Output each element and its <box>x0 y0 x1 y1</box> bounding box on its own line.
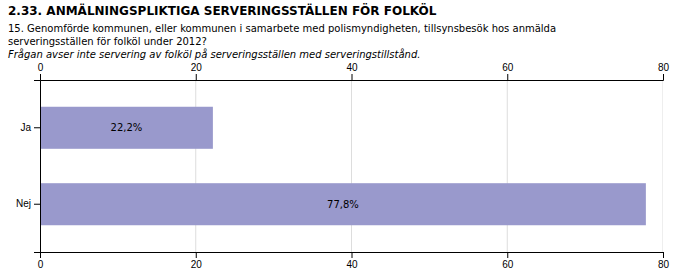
tick-mark <box>352 74 353 80</box>
title: 2.33. ANMÄLNINGSPLIKTIGA SERVERINGSSTÄLL… <box>8 3 437 18</box>
tick-mark <box>352 252 353 258</box>
tick-mark <box>34 127 40 128</box>
tick-mark <box>196 74 197 80</box>
axis-line <box>41 253 664 259</box>
tick-mark <box>663 252 664 258</box>
plot: 22,2% 77,8% 0 20 40 60 80 0 20 40 60 80 Ja Nej <box>16 62 670 270</box>
tick-mark <box>34 204 40 205</box>
grid-line <box>507 80 508 252</box>
bar <box>40 107 213 149</box>
tick-label: 20 <box>191 62 203 73</box>
tick-mark <box>507 252 508 258</box>
tick-label: 80 <box>658 62 670 73</box>
tick: 40 <box>346 252 358 270</box>
tick: 60 <box>502 62 514 80</box>
x-axis: 0 20 40 60 80 <box>38 252 670 270</box>
tick-label: 40 <box>346 259 358 270</box>
bars <box>40 107 646 225</box>
tick-label: 0 <box>38 259 44 270</box>
tick-mark <box>196 252 197 258</box>
tick: 0 <box>38 252 44 270</box>
tick-label: 40 <box>346 62 358 73</box>
tick-label: 20 <box>191 259 203 270</box>
tick: 20 <box>191 62 203 80</box>
y-axis: Ja Nej <box>16 81 41 253</box>
grid-line <box>195 80 196 252</box>
tick-label: 0 <box>38 62 44 73</box>
tick: Nej <box>16 198 40 209</box>
tick: Ja <box>20 122 40 133</box>
tick: 80 <box>658 252 670 270</box>
tick-label: 80 <box>658 259 670 270</box>
data-labels: 22,2% 77,8% <box>111 122 359 209</box>
tick-mark <box>507 74 508 80</box>
tick: 60 <box>502 252 514 270</box>
tick-label: Ja <box>20 122 31 133</box>
tick-mark <box>40 74 41 80</box>
x-axis: 0 20 40 60 80 <box>38 62 670 81</box>
axis-line <box>41 74 664 81</box>
tick-label: Nej <box>16 198 31 209</box>
tick-label: 60 <box>502 62 514 73</box>
tick: 40 <box>346 62 358 80</box>
header: 2.33. ANMÄLNINGSPLIKTIGA SERVERINGSSTÄLL… <box>8 3 556 60</box>
grid <box>40 80 663 252</box>
data-label: 77,8% <box>327 199 359 210</box>
bar <box>40 183 646 225</box>
data-label: 22,2% <box>111 122 143 133</box>
subtitle: Frågan avser inte servering av folköl på… <box>8 48 420 60</box>
subtitle: 15. Genomförde kommunen, eller kommunen … <box>8 23 556 34</box>
tick: 0 <box>38 62 44 80</box>
tick: 20 <box>191 252 203 270</box>
tick-label: 60 <box>502 259 514 270</box>
axis-line <box>34 81 41 253</box>
chart: 2.33. ANMÄLNINGSPLIKTIGA SERVERINGSSTÄLL… <box>0 0 681 274</box>
grid-line <box>663 80 664 252</box>
subtitle: serveringsställen för folköl under 2012? <box>8 36 207 47</box>
grid-line <box>351 80 352 252</box>
tick-mark <box>663 74 664 80</box>
tick: 80 <box>658 62 670 80</box>
